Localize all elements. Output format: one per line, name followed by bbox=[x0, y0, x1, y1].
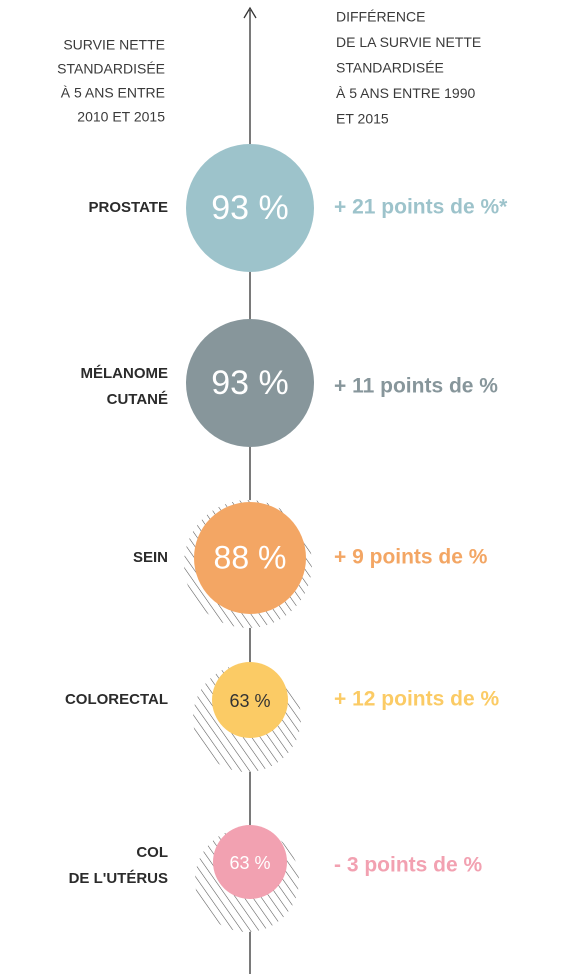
difference: + 12 points de % bbox=[334, 688, 499, 711]
header-right: À 5 ANS ENTRE 1990 bbox=[336, 85, 476, 101]
survival-value: 93 % bbox=[211, 364, 289, 402]
cancer-label: CUTANÉ bbox=[107, 391, 168, 408]
header-right: DIFFÉRENCE bbox=[336, 9, 425, 25]
header-left: À 5 ANS ENTRE bbox=[61, 85, 165, 101]
survival-circle bbox=[186, 319, 314, 447]
cancer-label: MÉLANOME bbox=[81, 365, 169, 382]
cancer-label: DE L'UTÉRUS bbox=[69, 870, 168, 887]
cancer-label: SEIN bbox=[133, 549, 168, 566]
difference: - 3 points de % bbox=[334, 854, 483, 877]
difference: + 21 points de %* bbox=[334, 196, 508, 219]
axis-arrow bbox=[243, 6, 257, 19]
survival-value: 63 % bbox=[229, 853, 270, 873]
survival-circle bbox=[186, 144, 314, 272]
survival-circle bbox=[194, 502, 306, 614]
header-left: STANDARDISÉE bbox=[57, 61, 165, 77]
header-right: ET 2015 bbox=[336, 111, 389, 127]
survival-value: 88 % bbox=[214, 539, 287, 575]
survival-circle bbox=[213, 825, 287, 899]
header-left: SURVIE NETTE bbox=[63, 37, 165, 53]
header-left: 2010 ET 2015 bbox=[77, 109, 165, 125]
survival-circle bbox=[212, 662, 288, 738]
cancer-label: COLORECTAL bbox=[65, 691, 168, 708]
header-right: DE LA SURVIE NETTE bbox=[336, 34, 481, 50]
survival-value: 63 % bbox=[229, 691, 270, 711]
difference: + 9 points de % bbox=[334, 546, 488, 569]
difference: + 11 points de % bbox=[334, 375, 498, 398]
survival-value: 93 % bbox=[211, 189, 289, 227]
header-right: STANDARDISÉE bbox=[336, 60, 444, 76]
cancer-label: PROSTATE bbox=[89, 199, 168, 216]
cancer-label: COL bbox=[136, 844, 168, 861]
